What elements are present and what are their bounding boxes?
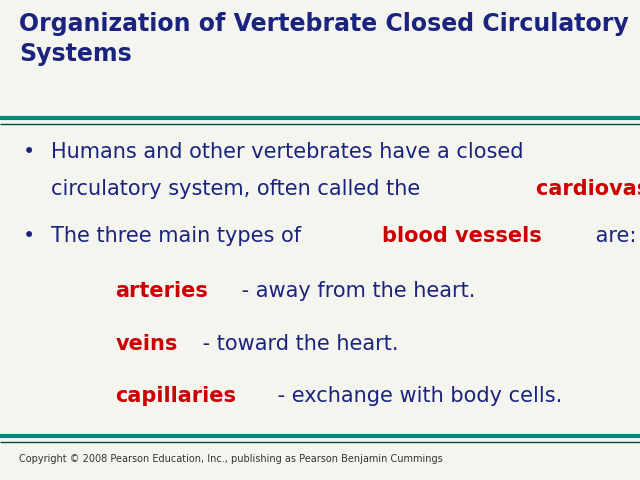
- Text: •: •: [22, 226, 35, 246]
- Text: circulatory system, often called the: circulatory system, often called the: [51, 179, 427, 199]
- Text: Copyright © 2008 Pearson Education, Inc., publishing as Pearson Benjamin Cumming: Copyright © 2008 Pearson Education, Inc.…: [19, 454, 443, 464]
- Text: blood vessels: blood vessels: [383, 226, 542, 246]
- Text: veins: veins: [115, 334, 177, 354]
- Text: Organization of Vertebrate Closed Circulatory
Systems: Organization of Vertebrate Closed Circul…: [19, 12, 629, 66]
- Text: are:: are:: [589, 226, 636, 246]
- Text: capillaries: capillaries: [115, 386, 236, 407]
- Text: cardiovascular system: cardiovascular system: [536, 179, 640, 199]
- Text: Humans and other vertebrates have a closed: Humans and other vertebrates have a clos…: [51, 142, 524, 162]
- Text: The three main types of: The three main types of: [51, 226, 308, 246]
- Text: •: •: [22, 142, 35, 162]
- Text: - away from the heart.: - away from the heart.: [235, 281, 476, 301]
- Text: - exchange with body cells.: - exchange with body cells.: [271, 386, 563, 407]
- Text: - toward the heart.: - toward the heart.: [196, 334, 398, 354]
- Text: arteries: arteries: [115, 281, 208, 301]
